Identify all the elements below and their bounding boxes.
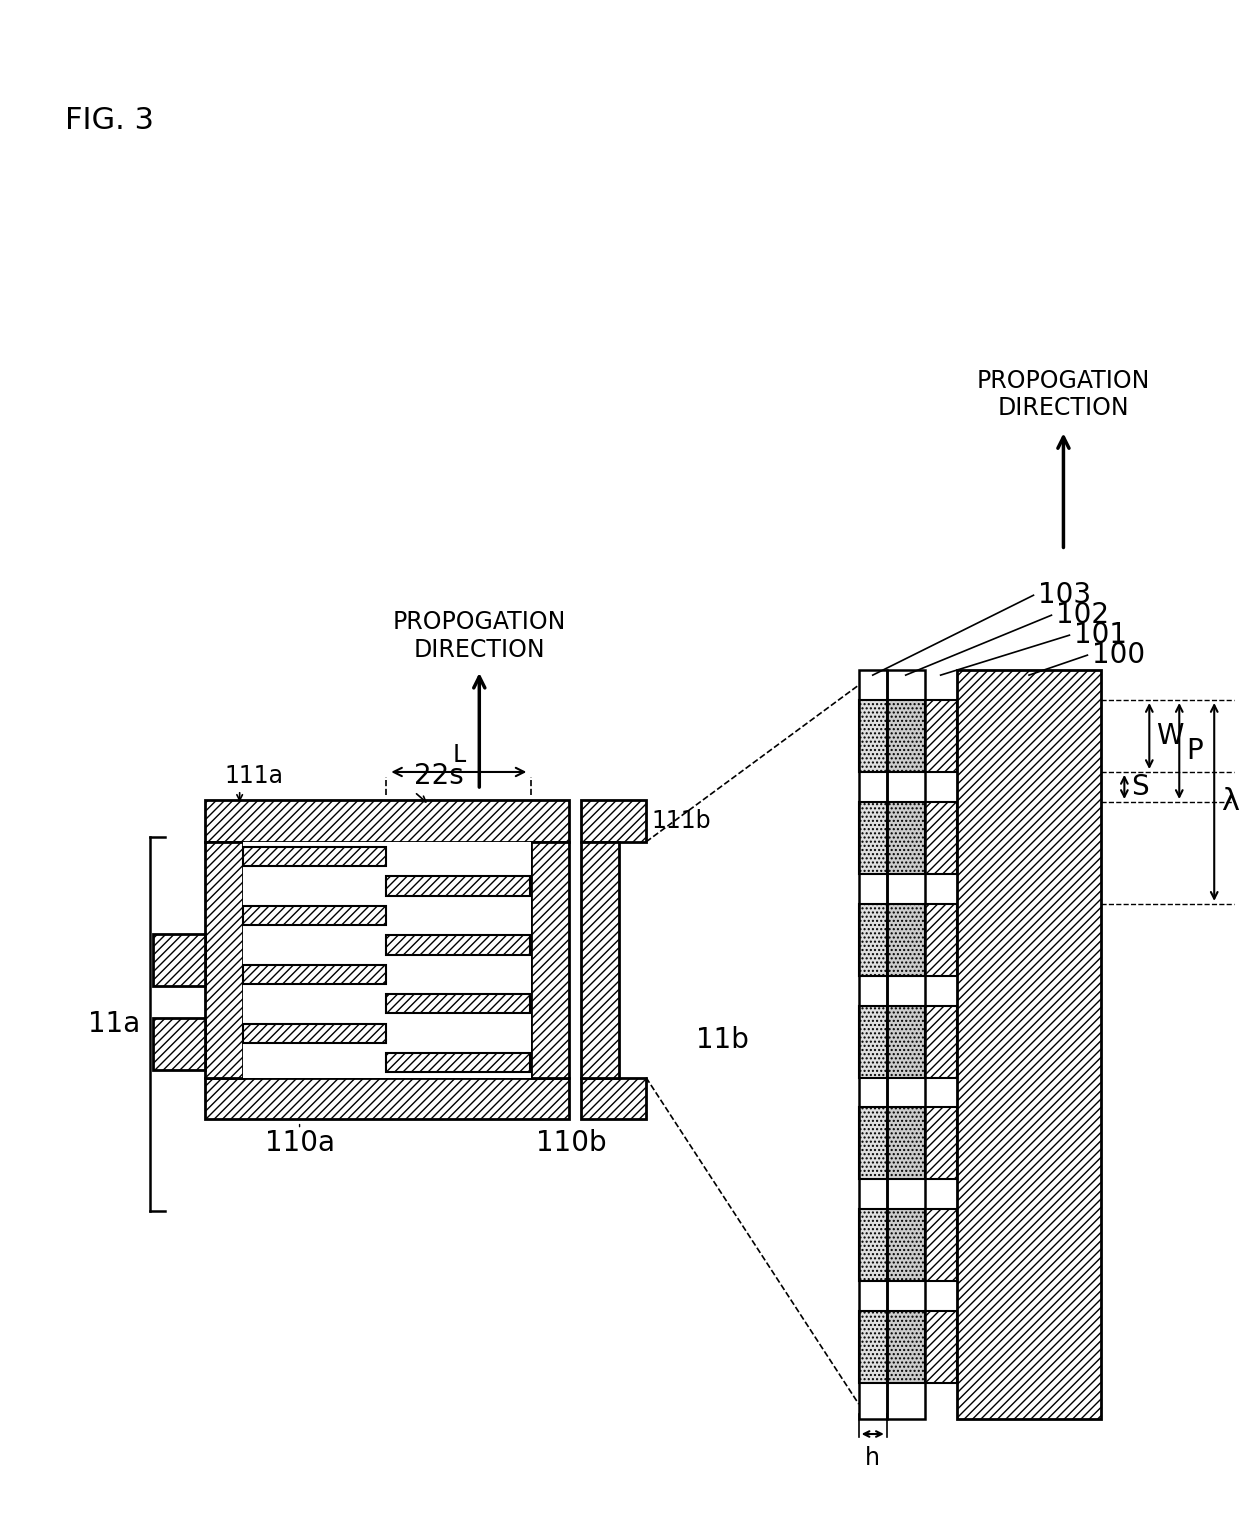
Text: 110a: 110a [264,1129,335,1158]
Text: PROPOGATION
DIRECTION: PROPOGATION DIRECTION [977,369,1151,421]
Bar [205,1078,569,1119]
Bar [887,1107,925,1179]
Text: λ: λ [1221,787,1239,816]
Text: W: W [1157,722,1184,749]
Text: 100: 100 [1092,640,1146,669]
Bar [243,1023,387,1043]
Bar [387,1054,531,1072]
Bar [153,934,205,986]
Bar [887,1311,925,1384]
Text: h: h [866,1446,880,1470]
Bar [243,842,531,1078]
Bar [859,671,887,1419]
Bar [925,699,956,772]
Bar [925,1311,956,1384]
Bar [925,802,956,874]
Bar [582,842,619,1078]
Bar [859,1311,887,1384]
Bar [243,905,387,925]
Text: 103: 103 [1038,581,1091,609]
Bar [859,1005,887,1078]
Text: 22s: 22s [414,762,464,790]
Bar [859,802,887,874]
Bar [887,671,925,1419]
Text: FIG. 3: FIG. 3 [64,106,154,135]
Text: 11b: 11b [696,1025,749,1054]
Text: S: S [1131,774,1149,801]
Text: 101: 101 [1074,621,1127,650]
Bar [859,1107,887,1179]
Text: 102: 102 [1056,601,1110,630]
Bar [243,964,387,984]
Bar [582,1078,646,1119]
Bar [243,846,387,866]
Bar [887,904,925,975]
Bar [387,995,531,1013]
Bar [582,799,646,842]
Bar [925,904,956,975]
Bar [205,842,243,1078]
Bar [887,802,925,874]
Text: 111b: 111b [651,808,711,833]
Bar [859,904,887,975]
Text: P: P [1187,737,1203,765]
Bar [387,936,531,954]
Bar [887,1005,925,1078]
Bar [531,842,569,1078]
Text: 110b: 110b [536,1129,606,1158]
Text: 11a: 11a [88,1010,140,1039]
Bar [925,1107,956,1179]
Text: PROPOGATION
DIRECTION: PROPOGATION DIRECTION [393,610,565,662]
Bar [887,699,925,772]
Bar [153,1017,205,1069]
Bar [205,799,569,842]
Bar [859,699,887,772]
Bar [887,1210,925,1281]
Bar [859,1210,887,1281]
Bar [925,1005,956,1078]
Bar [925,1210,956,1281]
Text: 111a: 111a [224,765,284,787]
Text: L: L [453,743,465,768]
Bar [956,671,1101,1419]
Bar [387,877,531,896]
